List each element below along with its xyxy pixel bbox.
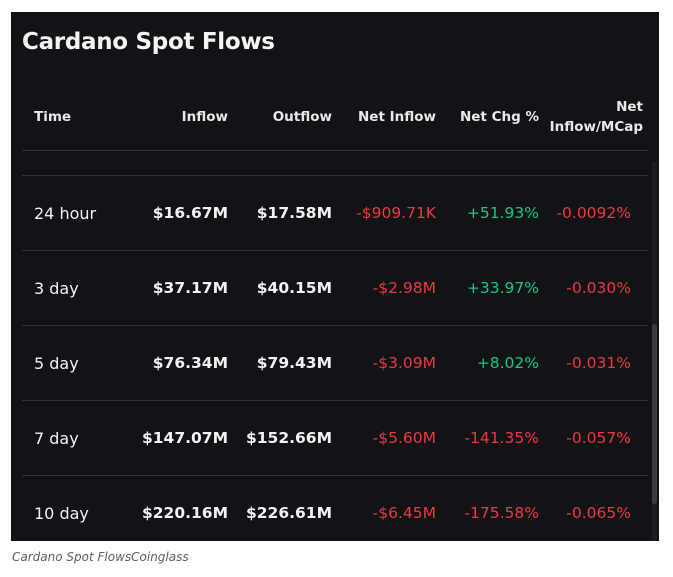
column-header-net-inflow-mcap-line2: Inflow/MCap	[549, 119, 643, 135]
row-inflow: $147.07M	[141, 429, 228, 447]
row-net-inflow: -$909.71K	[356, 204, 436, 222]
row-inflow: $37.17M	[152, 279, 228, 297]
column-header-time: Time	[34, 108, 72, 125]
row-divider	[22, 325, 648, 326]
row-time: 10 day	[34, 503, 89, 523]
row-net-inflow: -$6.45M	[372, 504, 436, 522]
row-net-chg: +8.02%	[476, 354, 539, 372]
row-outflow: $17.58M	[256, 204, 332, 222]
table-header: Time Inflow Outflow Net Inflow Net Chg %…	[11, 84, 659, 150]
row-outflow: $40.15M	[256, 279, 332, 297]
row-net-inflow: -$3.09M	[372, 354, 436, 372]
column-header-net-chg: Net Chg %	[459, 108, 539, 125]
table-row: 10 day $220.16M $226.61M -$6.45M -175.58…	[11, 476, 659, 541]
panel-title: Cardano Spot Flows	[22, 29, 275, 55]
row-inflow: $220.16M	[141, 504, 228, 522]
table-row: 5 day $76.34M $79.43M -$3.09M +8.02% -0.…	[11, 326, 659, 400]
column-header-inflow: Inflow	[181, 108, 228, 125]
row-inflow: $16.67M	[152, 204, 228, 222]
spot-flows-panel: Cardano Spot Flows Time Inflow Outflow N…	[11, 12, 659, 541]
row-net-chg: +51.93%	[466, 204, 539, 222]
row-net-inflow-mcap: -0.065%	[566, 504, 631, 522]
table-row: 7 day $147.07M $152.66M -$5.60M -141.35%…	[11, 401, 659, 475]
row-net-chg: +33.97%	[466, 279, 539, 297]
row-net-inflow: -$2.98M	[372, 279, 436, 297]
row-divider	[22, 175, 648, 176]
row-inflow: $76.34M	[152, 354, 228, 372]
row-outflow: $79.43M	[256, 354, 332, 372]
row-divider	[22, 250, 648, 251]
column-header-net-inflow-mcap: Net Inflow/MCap	[543, 84, 643, 150]
image-caption: Cardano Spot FlowsCoinglass	[12, 550, 189, 564]
row-net-inflow-mcap: -0.031%	[566, 354, 631, 372]
row-time: 24 hour	[34, 203, 97, 223]
row-net-inflow: -$5.60M	[372, 429, 436, 447]
table-row: 3 day $37.17M $40.15M -$2.98M +33.97% -0…	[11, 251, 659, 325]
row-outflow: $152.66M	[245, 429, 332, 447]
row-outflow: $226.61M	[245, 504, 332, 522]
row-net-chg: -141.35%	[464, 429, 539, 447]
row-net-inflow-mcap: -0.057%	[566, 429, 631, 447]
row-divider	[22, 475, 648, 476]
row-net-chg: -175.58%	[464, 504, 539, 522]
row-time: 7 day	[34, 428, 79, 448]
table-row: 24 hour $16.67M $17.58M -$909.71K +51.93…	[11, 176, 659, 250]
row-time: 3 day	[34, 278, 79, 298]
column-header-outflow: Outflow	[272, 108, 332, 125]
row-net-inflow-mcap: -0.030%	[566, 279, 631, 297]
column-header-net-inflow: Net Inflow	[358, 108, 436, 125]
scrollbar-thumb[interactable]	[652, 324, 657, 504]
row-time: 5 day	[34, 353, 79, 373]
column-header-net-inflow-mcap-line1: Net	[616, 98, 643, 115]
header-divider	[22, 150, 648, 151]
row-divider	[22, 400, 648, 401]
row-net-inflow-mcap: -0.0092%	[556, 204, 631, 222]
